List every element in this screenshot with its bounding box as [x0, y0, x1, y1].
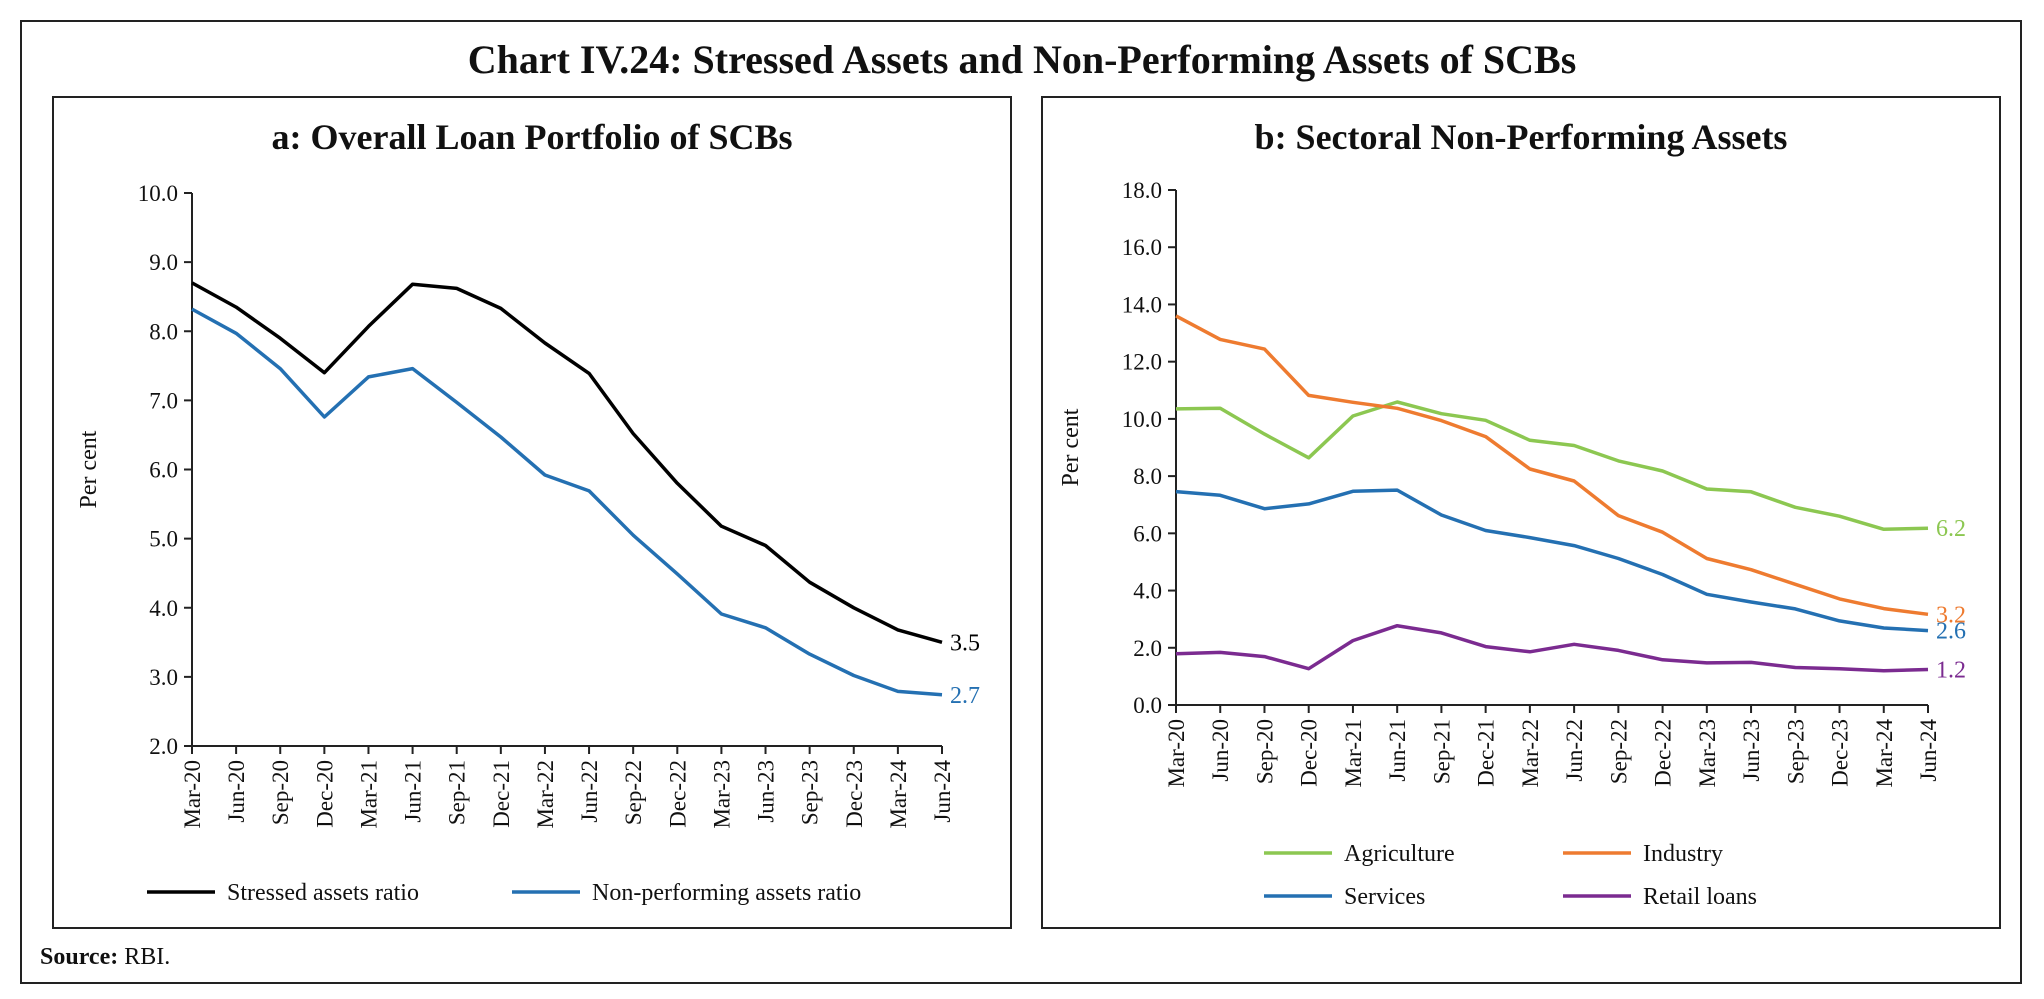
x-tick-label-0: Mar-20: [180, 760, 205, 829]
x-tick-label-1: Sep-20: [1252, 719, 1277, 784]
y-tick-label-1: 14.0: [1122, 292, 1162, 317]
legend-label-1-0: Agriculture: [1344, 841, 1455, 867]
x-tick-label-0: Sep-22: [621, 760, 646, 825]
legend-label-0-0: Stressed assets ratio: [227, 880, 419, 906]
x-tick-label-0: Sep-20: [268, 760, 293, 825]
x-tick-label-1: Mar-21: [1341, 719, 1366, 788]
end-label-1-2: 2.6: [1936, 619, 1966, 645]
panel-b: b: Sectoral Non-Performing Assets: [1041, 96, 2001, 929]
y-tick-label-1: 18.0: [1122, 178, 1162, 203]
x-tick-label-1: Jun-22: [1562, 719, 1587, 782]
x-tick-label-0: Jun-21: [401, 760, 426, 823]
x-tick-label-1: Dec-20: [1297, 719, 1322, 787]
x-tick-label-0: Jun-23: [754, 760, 779, 823]
x-tick-label-1: Sep-21: [1429, 719, 1454, 784]
x-tick-label-1: Sep-22: [1606, 719, 1631, 784]
chart-frame: [20, 20, 2022, 984]
x-tick-label-0: Jun-22: [577, 760, 602, 823]
panel-b-title: b: Sectoral Non-Performing Assets: [1254, 117, 1788, 157]
end-label-0-0: 3.5: [950, 630, 980, 656]
x-tick-label-1: Jun-20: [1208, 719, 1233, 782]
x-tick-label-0: Jun-24: [930, 760, 955, 823]
y-tick-label-0: 7.0: [149, 388, 178, 413]
x-tick-label-0: Dec-22: [665, 760, 690, 828]
y-tick-label-0: 9.0: [149, 250, 178, 275]
x-tick-label-0: Mar-23: [709, 760, 734, 829]
x-tick-label-1: Sep-23: [1783, 719, 1808, 784]
legend-label-1-3: Retail loans: [1643, 884, 1757, 910]
x-tick-label-0: Mar-22: [533, 760, 558, 829]
x-tick-label-1: Jun-21: [1385, 719, 1410, 782]
y-tick-label-0: 4.0: [149, 596, 178, 621]
x-tick-label-0: Jun-20: [224, 760, 249, 823]
x-tick-label-0: Sep-23: [798, 760, 823, 825]
x-tick-label-1: Mar-23: [1695, 719, 1720, 788]
end-label-1-0: 6.2: [1936, 516, 1966, 542]
y-tick-label-0: 5.0: [149, 527, 178, 552]
y-tick-label-0: 10.0: [138, 181, 178, 206]
x-tick-label-1: Mar-22: [1518, 719, 1543, 788]
x-tick-label-1: Dec-21: [1474, 719, 1499, 787]
y-tick-label-1: 12.0: [1122, 350, 1162, 375]
x-tick-label-0: Dec-21: [489, 760, 514, 828]
y-axis-title-1: Per cent: [1058, 408, 1084, 486]
panel-a: a: Overall Loan Portfolio of SCBs: [52, 96, 1012, 929]
x-tick-label-1: Dec-22: [1651, 719, 1676, 787]
series-line-0-1: [191, 307, 943, 697]
x-tick-label-1: Mar-24: [1872, 719, 1897, 788]
legend-label-0-1: Non-performing assets ratio: [592, 880, 861, 906]
series-line-1-2: [1175, 488, 1929, 633]
x-tick-label-0: Dec-20: [312, 760, 337, 828]
source-note: Source: RBI.: [40, 944, 170, 971]
series-line-1-0: [1175, 400, 1929, 532]
x-tick-label-0: Mar-24: [886, 760, 911, 829]
source-label: Source:: [40, 944, 119, 970]
y-tick-label-1: 10.0: [1122, 407, 1162, 432]
y-tick-label-0: 6.0: [149, 458, 178, 483]
main-title: Chart IV.24: Stressed Assets and Non-Per…: [467, 37, 1577, 82]
x-tick-label-0: Dec-23: [842, 760, 867, 828]
x-tick-label-1: Mar-20: [1164, 719, 1189, 788]
y-tick-label-0: 3.0: [149, 665, 178, 690]
x-tick-label-1: Jun-23: [1739, 719, 1764, 782]
y-tick-label-1: 0.0: [1133, 693, 1162, 718]
series-line-1-3: [1175, 623, 1929, 673]
y-tick-label-1: 2.0: [1133, 636, 1162, 661]
series-line-1-1: [1175, 314, 1929, 617]
legend-label-1-2: Services: [1344, 884, 1425, 910]
y-tick-label-0: 2.0: [149, 734, 178, 759]
panel-a-title: a: Overall Loan Portfolio of SCBs: [271, 117, 793, 157]
x-tick-label-0: Mar-21: [356, 760, 381, 829]
y-tick-label-1: 4.0: [1133, 579, 1162, 604]
y-tick-label-1: 16.0: [1122, 235, 1162, 260]
end-label-0-1: 2.7: [950, 683, 980, 709]
end-label-1-3: 1.2: [1936, 658, 1966, 684]
end-label-1-1: 3.2: [1936, 602, 1966, 628]
series-line-0-0: [191, 281, 943, 644]
legend-label-1-1: Industry: [1643, 841, 1723, 867]
y-tick-label-1: 8.0: [1133, 464, 1162, 489]
y-tick-label-0: 8.0: [149, 319, 178, 344]
x-tick-label-1: Jun-24: [1916, 719, 1941, 782]
x-tick-label-0: Sep-21: [445, 760, 470, 825]
source-text: RBI.: [124, 944, 171, 970]
x-tick-label-1: Dec-23: [1828, 719, 1853, 787]
y-axis-title-0: Per cent: [76, 430, 102, 508]
y-tick-label-1: 6.0: [1133, 521, 1162, 546]
